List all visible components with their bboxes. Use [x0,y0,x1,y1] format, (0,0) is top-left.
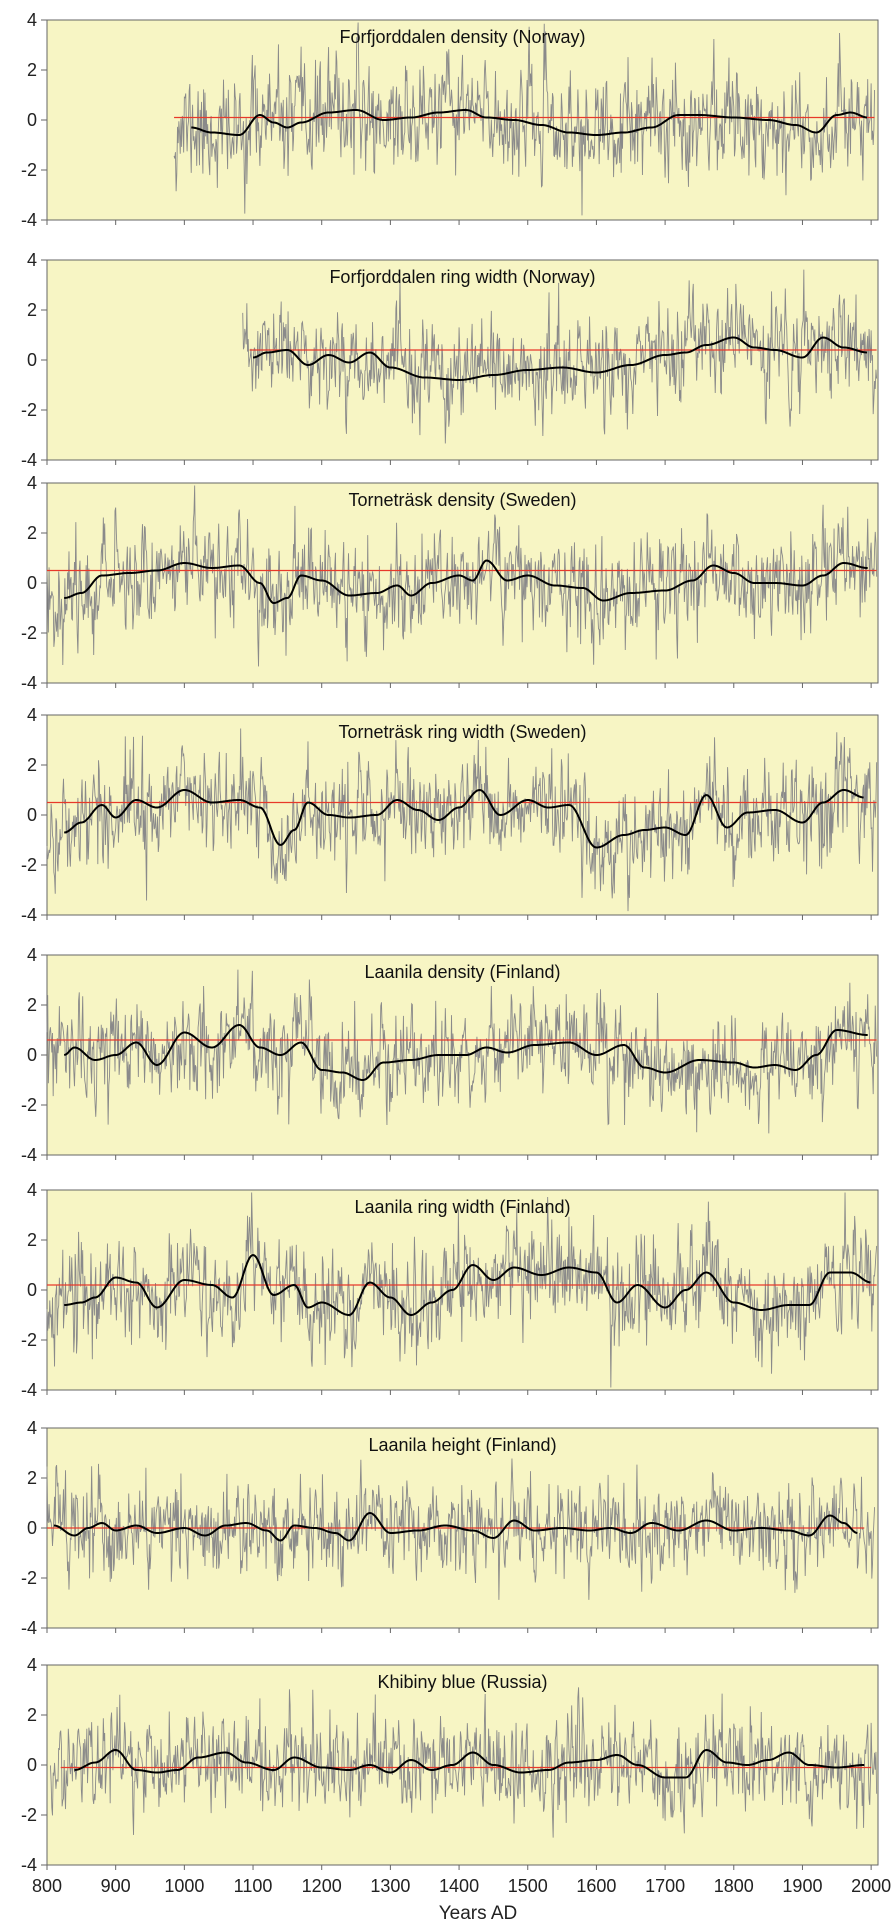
smoothed-series-line [252,336,868,381]
y-tick-label: -4 [21,1145,37,1165]
y-tick-label: 0 [27,1518,37,1538]
y-tick-label: 2 [27,60,37,80]
x-tick-label: 1500 [508,1876,548,1896]
y-tick-label: 4 [27,10,37,30]
smoothed-series-line [63,1024,868,1081]
y-tick-label: 4 [27,473,37,493]
chart-panel-5: 4 2 0 -2 -4 Laanila density (Finland) [21,945,879,1165]
panel-title: Torneträsk density (Sweden) [348,490,576,510]
y-tick-label: -2 [21,855,37,875]
chart-panel-1: 4 2 0 -2 -4 Forfjorddalen density (Norway) [21,10,879,230]
y-tick-label: -4 [21,210,37,230]
panel-title: Khibiny blue (Russia) [377,1672,547,1692]
y-tick-label: 4 [27,1180,37,1200]
y-tick-label: 4 [27,1655,37,1675]
y-tick-label: -4 [21,905,37,925]
raw-series-line [46,728,878,912]
smoothed-series-line [74,1749,865,1779]
y-tick-label: 0 [27,1280,37,1300]
panel-title: Laanila ring width (Finland) [354,1197,570,1217]
smoothed-series-line [64,1254,871,1316]
y-tick-label: 0 [27,1045,37,1065]
raw-series-line [173,22,876,216]
panel-title: Laanila density (Finland) [364,962,560,982]
y-tick-label: -2 [21,1568,37,1588]
smoothed-series-line [64,789,864,849]
x-tick-label: 900 [101,1876,131,1896]
y-tick-label: -2 [21,160,37,180]
raw-series-line [242,269,878,444]
x-tick-label: 1900 [782,1876,822,1896]
chart-panel-4: 4 2 0 -2 -4 Torneträsk ring width (Sweden) [21,705,879,925]
x-tick-label: 2000 [851,1876,891,1896]
x-tick-label: 1100 [234,1876,273,1896]
smoothed-series-line [53,1512,858,1542]
y-tick-label: -2 [21,400,37,420]
chart-panel-8: 4 2 0 -2 -4 Khibiny blue (Russia) [21,1655,879,1875]
panel-title: Forfjorddalen ring width (Norway) [329,267,595,287]
x-tick-label: 1700 [645,1876,685,1896]
y-tick-label: 4 [27,945,37,965]
raw-series-line [46,485,878,667]
x-tick-label: 1200 [302,1876,342,1896]
chart-panel-7: 4 2 0 -2 -4 Laanila height (Finland) [21,1418,879,1638]
panel-title: Laanila height (Finland) [368,1435,556,1455]
x-tick-label: 1600 [576,1876,616,1896]
smoothed-series-line [64,559,868,604]
y-tick-label: -2 [21,623,37,643]
y-tick-label: 2 [27,1705,37,1725]
chart-panel-3: 4 2 0 -2 -4 Torneträsk density (Sweden) [21,473,879,693]
x-tick-label: 800 [32,1876,62,1896]
y-tick-label: 2 [27,995,37,1015]
chart-panel-2: 4 2 0 -2 -4 Forfjorddalen ring width (Norway) [21,250,879,470]
y-tick-label: 2 [27,1468,37,1488]
x-tick-label: 1300 [370,1876,410,1896]
y-tick-label: -2 [21,1330,37,1350]
y-tick-label: 2 [27,1230,37,1250]
x-tick-label: 1400 [439,1876,479,1896]
y-tick-label: 0 [27,110,37,130]
raw-series-line [49,1687,878,1838]
y-tick-label: 0 [27,350,37,370]
y-tick-label: -2 [21,1805,37,1825]
y-tick-label: 4 [27,1418,37,1438]
y-tick-label: 0 [27,805,37,825]
x-tick-label: 1000 [164,1876,204,1896]
y-tick-label: 0 [27,1755,37,1775]
y-tick-label: 2 [27,755,37,775]
raw-series-line [46,969,878,1134]
y-tick-label: -4 [21,1380,37,1400]
x-tick-label: 1800 [714,1876,754,1896]
panel-title: Torneträsk ring width (Sweden) [338,722,586,742]
y-tick-label: 4 [27,705,37,725]
y-tick-label: -4 [21,1618,37,1638]
y-tick-label: 0 [27,573,37,593]
y-tick-label: -4 [21,673,37,693]
y-tick-label: -4 [21,1855,37,1875]
y-tick-label: 4 [27,250,37,270]
y-tick-label: 2 [27,300,37,320]
panel-title: Forfjorddalen density (Norway) [339,27,585,47]
y-tick-label: -4 [21,450,37,470]
y-tick-label: 2 [27,523,37,543]
chart-panel-6: 4 2 0 -2 -4 Laanila ring width (Finland) [21,1180,879,1400]
plot-area [46,259,879,461]
raw-series-line [46,1458,876,1600]
smoothed-series-line [191,109,868,136]
plot-area [46,19,879,221]
y-tick-label: -2 [21,1095,37,1115]
x-axis-title: Years AD [439,1903,518,1924]
